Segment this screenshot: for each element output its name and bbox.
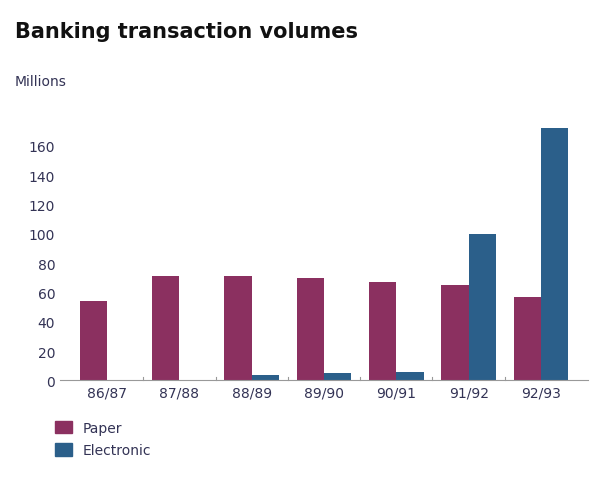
Bar bbox=[469, 234, 496, 381]
Bar bbox=[369, 283, 397, 381]
Bar bbox=[324, 373, 352, 381]
Text: Banking transaction volumes: Banking transaction volumes bbox=[15, 21, 358, 41]
Bar bbox=[224, 277, 251, 381]
Bar bbox=[152, 277, 179, 381]
Bar bbox=[514, 297, 541, 381]
Bar bbox=[80, 302, 107, 381]
Bar bbox=[296, 278, 324, 381]
Bar bbox=[251, 375, 279, 381]
Bar bbox=[541, 129, 568, 381]
Bar bbox=[397, 372, 424, 381]
Text: Millions: Millions bbox=[15, 75, 67, 89]
Bar bbox=[441, 285, 469, 381]
Legend: Paper, Electronic: Paper, Electronic bbox=[55, 421, 151, 457]
